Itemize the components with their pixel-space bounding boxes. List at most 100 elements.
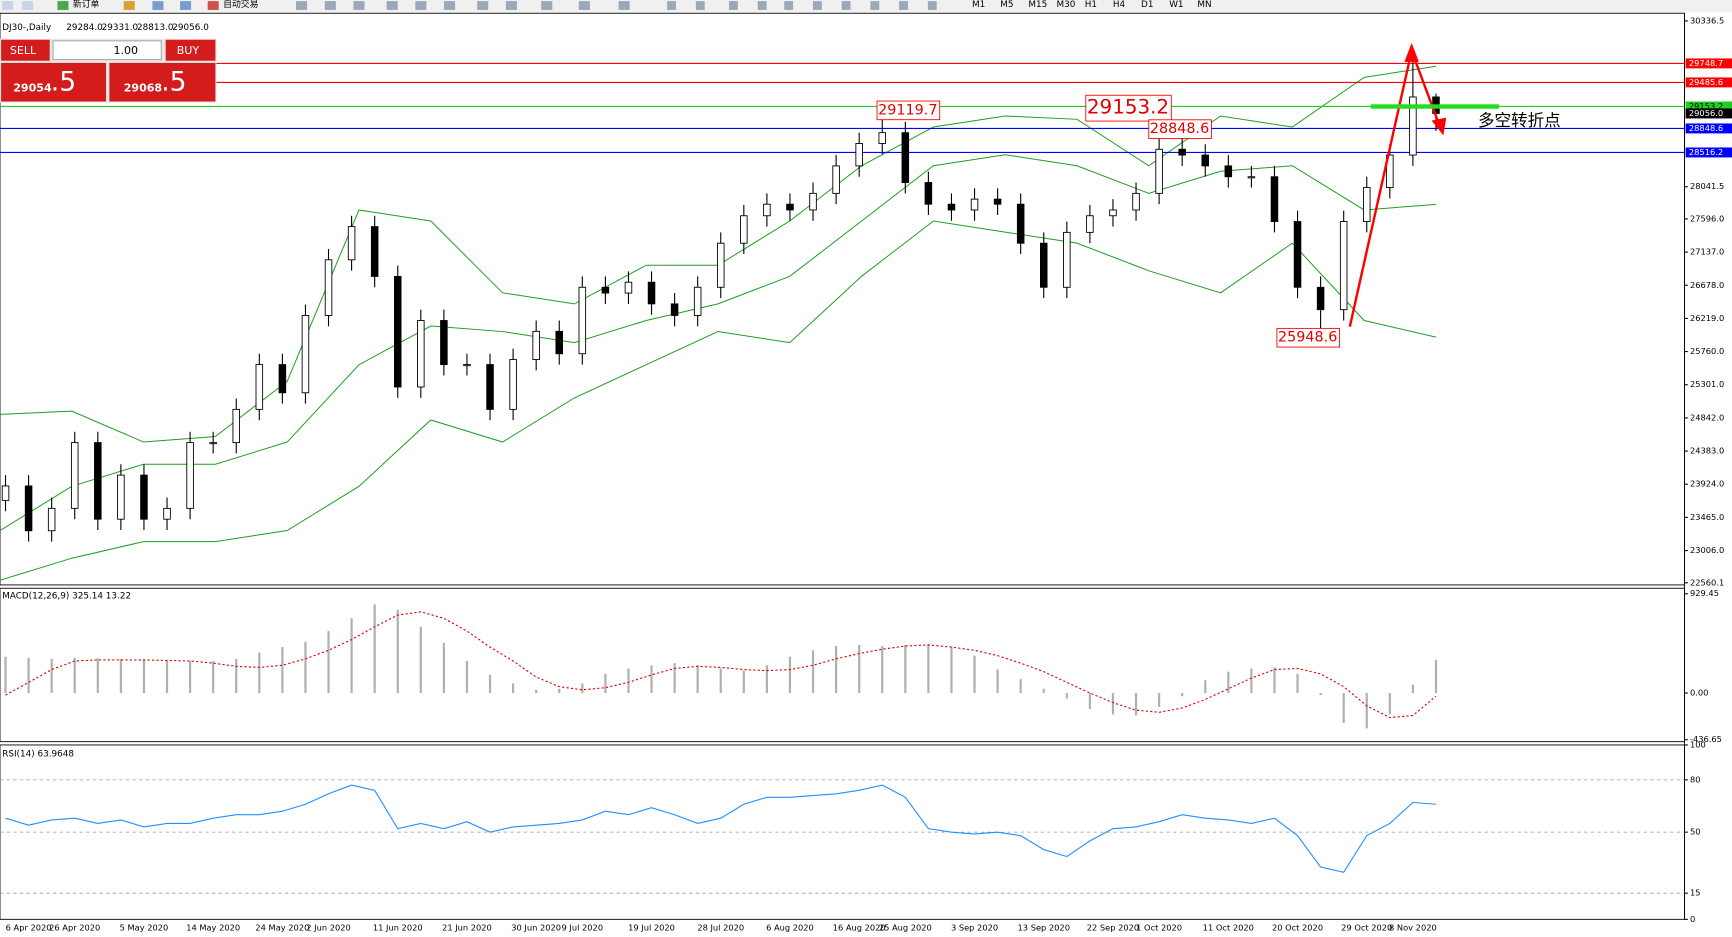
ask-main[interactable]: 29068 <box>124 81 162 94</box>
tool-icon[interactable] <box>870 1 880 10</box>
tool-icon[interactable] <box>729 1 738 10</box>
y-tick-label: 30336.5 <box>1690 15 1724 25</box>
macd-bar <box>511 683 515 694</box>
tool-icon[interactable] <box>578 1 590 10</box>
tool-icon[interactable] <box>784 1 794 10</box>
new-order-button[interactable]: 新订单 <box>73 0 100 10</box>
buy-label[interactable]: BUY <box>177 44 200 57</box>
x-tick-label: 20 Oct 2020 <box>1272 923 1323 933</box>
macd-bar <box>1134 693 1138 716</box>
x-tick-label: 24 May 2020 <box>255 923 309 933</box>
tool-icon[interactable] <box>841 1 851 10</box>
timeframe-button[interactable]: M30 <box>1057 0 1076 10</box>
tool-icon[interactable] <box>477 1 489 10</box>
timeframe-button[interactable]: H1 <box>1085 0 1097 10</box>
tool-icon[interactable] <box>415 1 427 10</box>
x-tick-label: 28 Jul 2020 <box>697 923 744 933</box>
macd-bar <box>1158 693 1161 707</box>
candle-body <box>693 286 702 316</box>
timeframe-button[interactable]: D1 <box>1141 0 1153 10</box>
auto-trading-button[interactable]: 自动交易 <box>223 0 258 10</box>
ask-tail[interactable]: .5 <box>161 66 186 97</box>
tool-icon[interactable] <box>505 1 517 10</box>
macd-bar <box>858 644 861 694</box>
candle-body <box>763 203 771 217</box>
timeframe-button[interactable]: W1 <box>1169 0 1183 10</box>
timeframe-button[interactable]: H4 <box>1113 0 1126 10</box>
pivot-note: 多空转折点 <box>1478 111 1561 130</box>
timeframe-button[interactable]: M15 <box>1028 0 1047 10</box>
price-tag <box>1685 123 1732 134</box>
macd-bar <box>4 656 7 694</box>
candle-body <box>624 281 633 294</box>
macd-bar <box>373 604 376 694</box>
new-order-icon[interactable] <box>57 1 69 10</box>
timeframe-button[interactable]: M5 <box>1000 0 1013 10</box>
macd-bar <box>1204 680 1207 694</box>
y-tick-label: 24383.0 <box>1690 446 1724 456</box>
sell-button[interactable] <box>1 39 50 61</box>
tool-icon[interactable] <box>757 1 767 10</box>
y-tick-label: 15 <box>1690 888 1701 898</box>
rsi-title: RSI(14) 63.9648 <box>2 749 74 759</box>
macd-bar <box>1227 671 1230 694</box>
tool-icon[interactable] <box>618 1 630 10</box>
one-click-panel: SELL 1.00 BUY 29054 .5 29068 .5 <box>0 38 217 103</box>
y-tick-label: 28041.5 <box>1690 181 1724 191</box>
tool-icon[interactable] <box>296 1 308 10</box>
candle-body <box>370 226 379 277</box>
tool-icon[interactable] <box>22 1 34 10</box>
y-tick-label: 0 <box>1690 914 1695 924</box>
tool-icon[interactable] <box>324 1 336 10</box>
auto-trading-icon[interactable] <box>207 1 219 10</box>
candle-body <box>232 408 240 444</box>
tool-icon[interactable] <box>927 1 937 10</box>
timeframe-button[interactable]: MN <box>1197 0 1211 10</box>
macd-bar <box>1411 684 1415 694</box>
y-tick-label: 100 <box>1690 739 1706 749</box>
buy-button[interactable] <box>165 39 216 61</box>
macd-bar <box>304 641 307 694</box>
last-price-label: 29056.0 <box>1689 108 1723 118</box>
bid-button[interactable] <box>1 62 107 102</box>
tool-icon[interactable] <box>2 1 14 10</box>
candle-body <box>117 474 125 520</box>
macd-bar <box>1019 679 1022 694</box>
macd-bar <box>1111 693 1115 715</box>
toolbar-icons <box>296 1 937 10</box>
bid-tail[interactable]: .5 <box>51 66 76 97</box>
tool-icon[interactable] <box>812 1 822 10</box>
candle-body <box>509 359 517 410</box>
lot-input[interactable] <box>52 40 162 61</box>
candle-body <box>209 442 217 445</box>
tool-icon[interactable] <box>899 1 908 10</box>
candle-body <box>809 192 817 211</box>
y-tick-label: 0.00 <box>1690 688 1708 698</box>
tool-icon[interactable] <box>386 1 398 10</box>
candle-body <box>716 242 725 288</box>
timeframe-button[interactable]: M1 <box>972 0 985 10</box>
sell-label[interactable]: SELL <box>10 44 37 57</box>
ohlc-value: 29284.0 <box>66 23 103 33</box>
tool-icon[interactable] <box>695 1 705 10</box>
tool-icon[interactable] <box>541 1 553 10</box>
bid-main[interactable]: 29054 <box>13 81 52 94</box>
candle-body <box>532 330 540 360</box>
tool-icon[interactable] <box>353 1 365 10</box>
tool-icon[interactable] <box>444 1 456 10</box>
tool-icon[interactable] <box>152 1 164 10</box>
tool-icon[interactable] <box>180 1 192 10</box>
macd-bar <box>188 660 192 694</box>
tool-icon[interactable] <box>667 1 677 10</box>
macd-bar <box>73 657 76 694</box>
candle-body <box>1 485 10 501</box>
tool-icon[interactable] <box>123 1 135 10</box>
lot-value[interactable]: 1.00 <box>114 44 139 57</box>
macd-bar <box>212 660 215 694</box>
price-tag-label: 29748.7 <box>1689 58 1723 68</box>
macd-bar <box>327 631 330 694</box>
bollinger-middle <box>0 154 1437 531</box>
y-tick-label: 25760.0 <box>1690 346 1724 356</box>
candle-body <box>24 485 33 532</box>
ask-button[interactable] <box>109 62 216 102</box>
